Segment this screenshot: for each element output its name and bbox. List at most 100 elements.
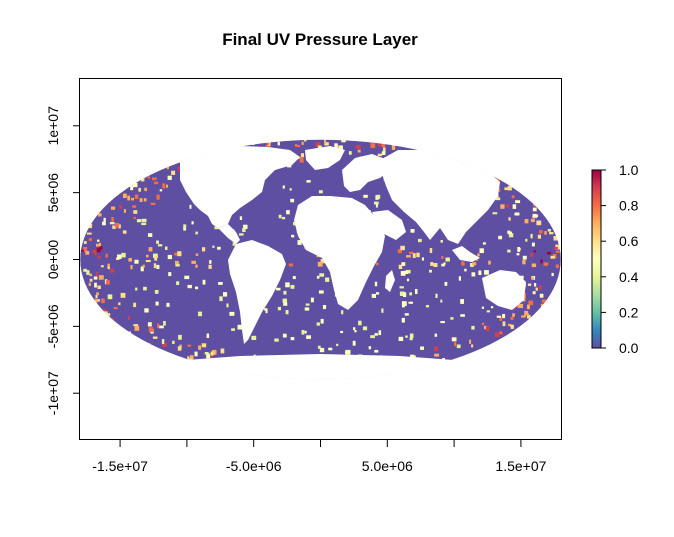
uv-patch	[506, 361, 512, 366]
uv-patch	[243, 224, 248, 229]
uv-patch	[133, 302, 137, 308]
uv-patch	[512, 204, 517, 209]
uv-patch	[141, 157, 146, 161]
uv-patch	[436, 144, 441, 149]
uv-patch	[93, 276, 98, 280]
uv-patch	[147, 322, 152, 327]
uv-patch	[140, 266, 144, 272]
uv-patch	[156, 240, 159, 244]
uv-patch	[131, 197, 134, 201]
uv-patch	[494, 349, 499, 355]
uv-patch	[125, 139, 130, 144]
uv-patch	[316, 275, 320, 279]
uv-patch	[469, 339, 472, 344]
uv-patch	[429, 248, 433, 253]
uv-patch	[504, 342, 507, 347]
uv-patch	[282, 185, 285, 189]
uv-patch	[318, 190, 323, 194]
uv-patch	[92, 249, 97, 253]
uv-patch	[108, 362, 113, 366]
uv-patch	[134, 194, 139, 199]
uv-patch	[105, 324, 110, 328]
uv-patch	[524, 219, 529, 224]
north-america	[180, 146, 300, 228]
uv-patch	[490, 347, 494, 352]
uv-patch	[156, 264, 160, 269]
uv-patch	[374, 281, 378, 287]
uv-patch	[154, 290, 159, 294]
uv-patch	[324, 139, 327, 144]
uv-patch	[145, 260, 151, 263]
uv-patch	[398, 264, 403, 269]
uv-patch	[445, 257, 450, 262]
uv-patch	[231, 328, 235, 331]
uv-patch	[220, 348, 225, 354]
uv-patch	[516, 303, 520, 308]
y-tick-label: 5e+06	[45, 173, 61, 213]
x-tick-label: 1.5e+07	[495, 458, 546, 474]
uv-patch	[163, 146, 169, 149]
uv-patch	[538, 285, 542, 290]
uv-patch	[528, 347, 531, 352]
uv-patch	[187, 344, 192, 347]
uv-patch	[110, 268, 115, 273]
uv-patch	[175, 260, 179, 265]
uv-patch	[83, 170, 88, 175]
uv-patch	[435, 293, 438, 298]
uv-patch	[517, 162, 523, 167]
uv-patch	[184, 275, 190, 280]
uv-patch	[542, 332, 547, 335]
uv-patch	[133, 216, 136, 219]
uv-patch	[484, 270, 489, 275]
y-tick-label: 1e+07	[45, 106, 61, 146]
uv-patch	[98, 275, 104, 280]
uv-patch	[555, 264, 559, 269]
uv-patch	[156, 139, 160, 143]
antarctica	[80, 354, 561, 380]
uv-patch	[174, 252, 179, 256]
uv-patch	[96, 292, 99, 296]
uv-patch	[513, 184, 516, 188]
uv-patch	[205, 146, 211, 150]
legend-tick-label: 0.0	[619, 340, 639, 356]
uv-patch	[425, 305, 429, 308]
map-title: Final UV Pressure Layer	[222, 30, 418, 49]
uv-patch	[290, 337, 295, 341]
uv-patch	[482, 141, 485, 146]
uv-patch	[555, 308, 558, 313]
uv-patch	[399, 291, 405, 296]
uv-patch	[84, 143, 88, 149]
uv-patch	[136, 219, 142, 223]
uv-patch	[468, 356, 472, 361]
uv-patch	[542, 332, 548, 336]
uv-patch	[527, 323, 530, 329]
uv-patch	[507, 185, 512, 191]
uv-patch	[484, 373, 488, 378]
uv-patch	[165, 363, 170, 367]
uv-patch	[177, 346, 182, 351]
uv-patch	[376, 292, 380, 295]
uv-patch	[401, 375, 404, 378]
uv-patch	[545, 376, 549, 380]
uv-patch	[551, 159, 556, 163]
uv-patch	[95, 165, 99, 170]
uv-patch	[374, 333, 378, 336]
uv-patch	[218, 282, 223, 285]
uv-patch	[100, 265, 104, 268]
uv-patch	[122, 193, 127, 198]
y-tick-label: -1e+07	[45, 371, 61, 415]
uv-patch	[176, 371, 181, 376]
uv-patch	[133, 336, 136, 341]
uv-patch	[465, 355, 471, 361]
uv-patch	[94, 252, 97, 256]
uv-patch	[128, 315, 131, 320]
uv-patch	[291, 234, 295, 238]
uv-patch	[144, 308, 149, 313]
uv-patch	[85, 145, 89, 150]
uv-patch	[80, 249, 84, 252]
uv-patch	[92, 346, 96, 351]
uv-patch	[157, 244, 163, 247]
uv-patch	[496, 315, 502, 318]
uv-patch	[494, 155, 498, 158]
uv-patch	[83, 247, 88, 252]
